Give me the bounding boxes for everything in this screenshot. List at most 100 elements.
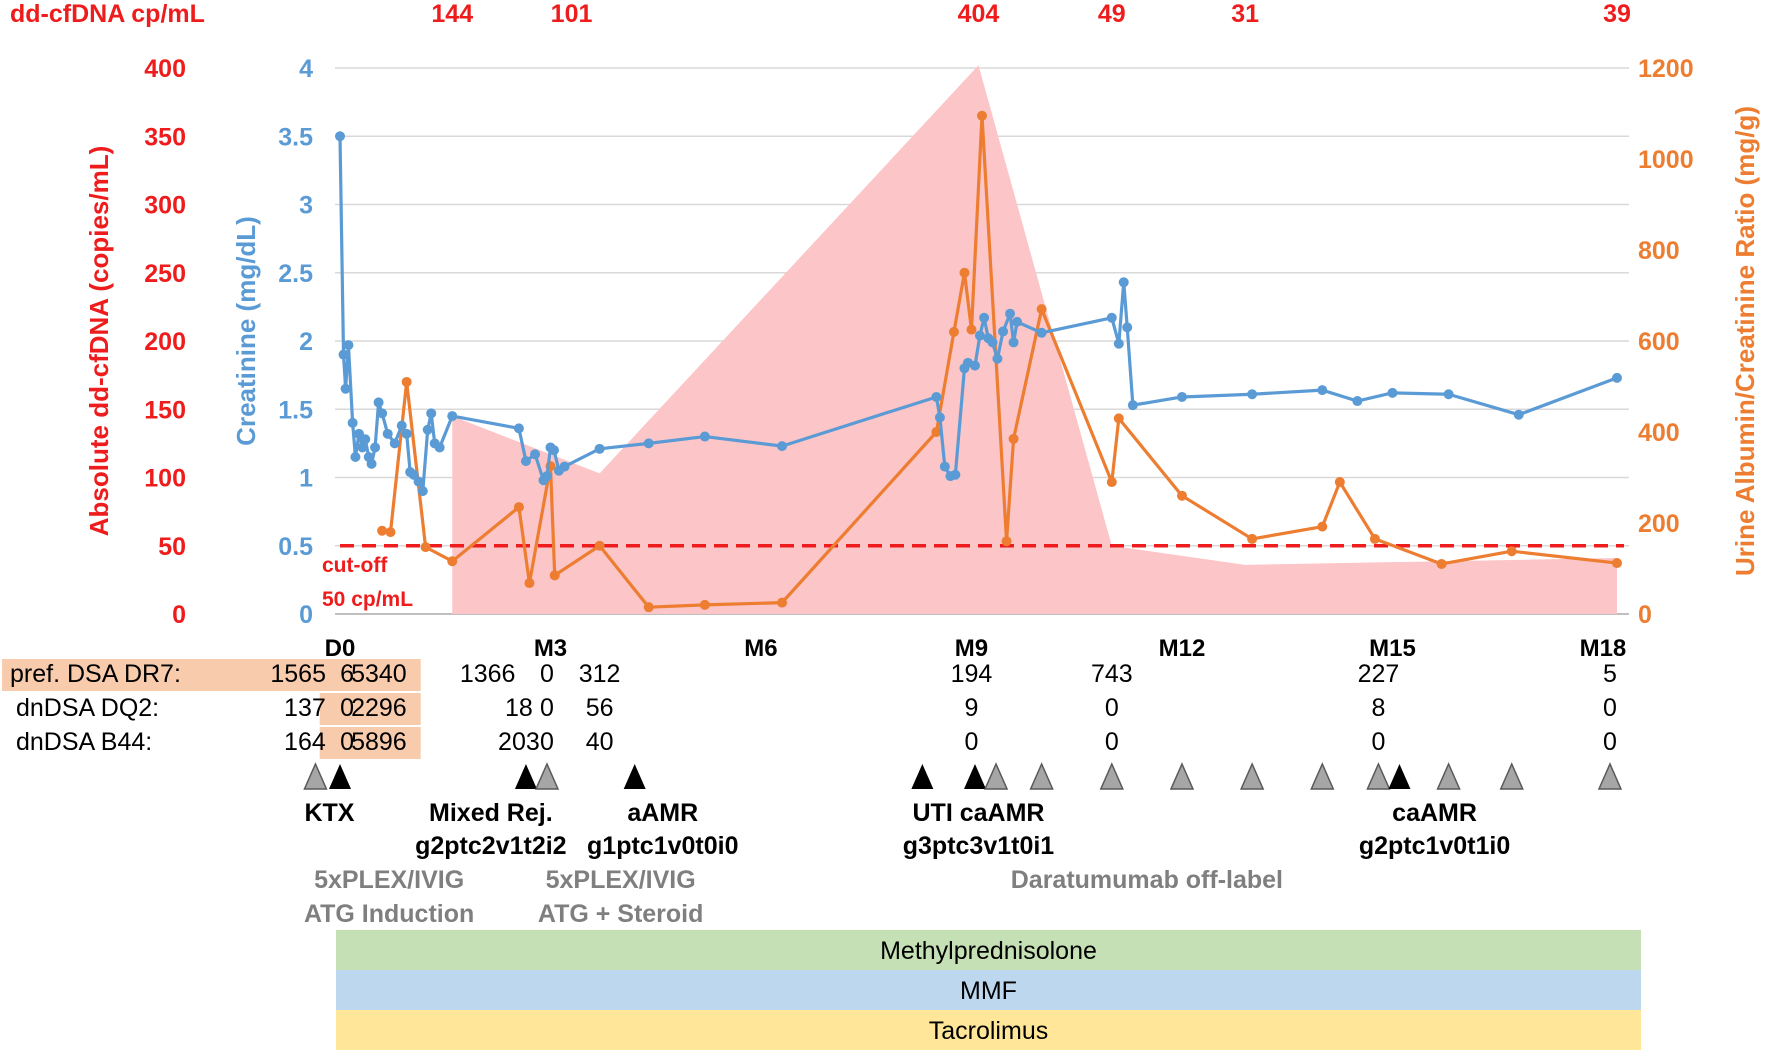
urine-albumin-creatinine-ratio-point [524,578,535,589]
urine-albumin-creatinine-ratio-point [948,326,959,337]
left-inner-tick-label: 3.5 [278,123,313,151]
therapy-label: 5xPLEX/IVIG [546,866,696,894]
creatinine-point [1036,327,1047,338]
urine-albumin-creatinine-ratio-point [966,324,977,335]
creatinine-point [1118,277,1129,288]
event-label: UTI caAMR [913,799,1045,827]
creatinine-point [1127,400,1138,411]
urine-albumin-creatinine-ratio-point [1106,477,1117,488]
event-marker-gray [983,762,1009,790]
dsa-value: 0 [1105,728,1119,756]
creatinine-point [1387,387,1398,398]
creatinine-point [979,312,990,323]
creatinine-point [417,486,428,497]
creatinine-point [530,449,541,460]
creatinine-point [366,458,377,469]
event-marker-gray [1597,762,1623,790]
therapy-label: ATG Induction [304,900,474,928]
right-tick-label: 0 [1638,601,1652,629]
left-outer-tick-label: 50 [158,533,186,561]
right-axis-title: Urine Albumin/Creatinine Ratio (mg/g) [1730,106,1760,576]
creatinine-point [389,438,400,449]
urine-albumin-creatinine-ratio-point [699,599,710,610]
left-inner-tick-label: 1 [299,465,313,493]
event-markers: KTX Mixed Rej. g2ptc2v1t2i2 aAMR g1ptc1v0t0i… [303,762,1623,860]
creatinine-point [347,417,358,428]
event-histology-label: g2ptc2v1t2i2 [415,832,566,860]
x-tick-label: M9 [955,635,988,662]
dsa-value: 9 [965,694,979,722]
creatinine-point [338,349,349,360]
urine-albumin-creatinine-ratio-point [1334,477,1345,488]
dsa-value: 0 [540,660,554,688]
left-inner-tick-label: 1.5 [278,396,313,424]
creatinine-point [549,445,559,456]
creatinine-point [343,340,354,351]
creatinine-point [434,442,445,453]
urine-albumin-creatinine-ratio-point [385,527,396,538]
dsa-value: 312 [579,660,621,688]
event-marker-black [963,764,986,789]
creatinine-point [357,442,368,453]
creatinine-point [340,383,351,394]
creatinine-point [360,434,371,445]
creatinine-point [426,408,437,419]
cutoff-line-group: cut-off 50 cp/mL [322,544,1624,611]
creatinine-point [1352,396,1363,407]
creatinine-point [520,456,531,467]
top-dd-cfdna-value: 39 [1603,0,1631,28]
event-marker-black [623,764,646,789]
top-dd-cfdna-value: 144 [431,0,473,28]
dsa-value: 0 [340,694,354,722]
event-marker-gray [1310,762,1335,790]
dsa-value: 18 [505,694,533,722]
dsa-highlight-cell [319,659,421,691]
event-marker-gray [1029,762,1054,790]
right-tick-label: 400 [1638,419,1680,447]
creatinine-point [777,441,788,452]
x-tick-label: M3 [534,635,567,662]
dsa-value: 203 [498,728,540,756]
urine-albumin-creatinine-ratio-point [513,502,524,513]
event-histology-label: g1ptc1v0t0i0 [587,832,738,860]
dsa-value: 8 [1371,694,1385,722]
dsa-row-label: pref. DSA DR7: [10,660,181,688]
top-dd-cfdna-labels: dd-cfDNA cp/mL 144 101 404 49 31 39 [10,0,1631,28]
creatinine-point [939,461,950,472]
therapy-label: ATG + Steroid [538,900,704,928]
left-outer-tick-label: 150 [144,396,186,424]
medication-bar [336,930,1641,970]
dsa-value: 5896 [351,728,407,756]
medication-label: Methylprednisolone [880,937,1097,965]
event-marker-gray [1499,762,1524,790]
creatinine-point [643,438,654,449]
dsa-row-label: dnDSA DQ2: [16,694,159,722]
creatinine-point [1012,316,1023,327]
dsa-value: 0 [1603,694,1617,722]
creatinine-point [1317,385,1328,396]
creatinine-point [1005,308,1016,319]
creatinine-point [987,337,998,348]
dsa-highlight-cell [2,659,325,691]
x-tick-label: M12 [1159,635,1206,662]
event-histology-label: g2ptc1v0t1i0 [1359,832,1510,860]
creatinine-point [335,131,345,142]
creatinine-point [1443,389,1454,400]
x-tick-label: M6 [744,635,777,662]
urine-albumin-creatinine-ratio-point [1247,533,1258,544]
urine-albumin-creatinine-ratio-point [1001,536,1012,547]
creatinine-point [998,326,1009,337]
dsa-value: 227 [1358,660,1400,688]
event-marker-gray [303,762,328,790]
creatinine-point [382,428,393,439]
left-outer-axis-title: Absolute dd-cfDNA (copies/mL) [84,146,114,536]
creatinine-point [1113,338,1124,349]
creatinine-point [422,424,433,435]
dsa-value: 0 [965,728,979,756]
urine-albumin-creatinine-ratio-point [594,540,605,551]
event-label: caAMR [1392,799,1477,827]
urine-albumin-creatinine-ratio-point [1369,533,1380,544]
creatinine-point [1513,409,1524,420]
creatinine-point [1106,312,1117,323]
